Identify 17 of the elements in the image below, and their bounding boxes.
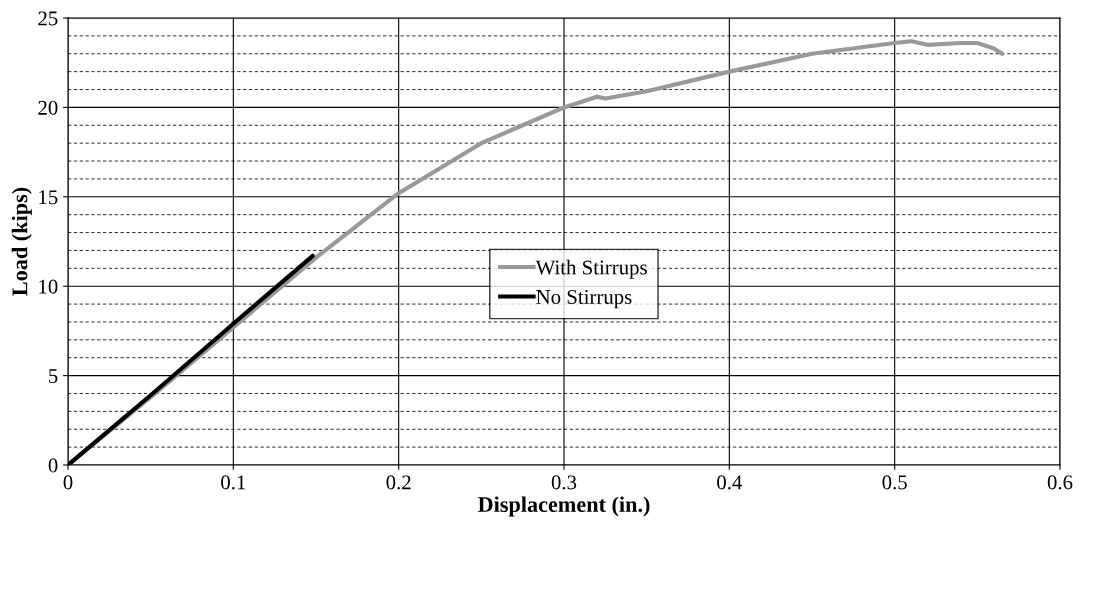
x-tick-label: 0.3 xyxy=(551,475,577,490)
y-tick-label: 20 xyxy=(38,100,58,115)
x-tick-label: 0.6 xyxy=(1047,475,1073,490)
y-tick-label: 25 xyxy=(38,11,58,26)
y-axis-title: Load (kips) xyxy=(11,187,32,296)
y-tick-label: 10 xyxy=(39,279,58,294)
legend-label: No Stirrups xyxy=(536,289,632,309)
x-tick-label: 0 xyxy=(63,475,73,490)
y-tick-label: 5 xyxy=(49,369,58,384)
x-tick-label: 0.5 xyxy=(882,475,907,490)
x-axis-title: Displacement (in.) xyxy=(477,496,650,517)
x-tick-label: 0.1 xyxy=(221,475,246,490)
x-tick-label: 0.4 xyxy=(717,475,743,490)
x-tick-label: 0.2 xyxy=(386,475,411,490)
legend-label: With Stirrups xyxy=(535,259,647,279)
y-tick-label: 15 xyxy=(39,190,58,205)
y-tick-label: 0 xyxy=(48,458,58,473)
